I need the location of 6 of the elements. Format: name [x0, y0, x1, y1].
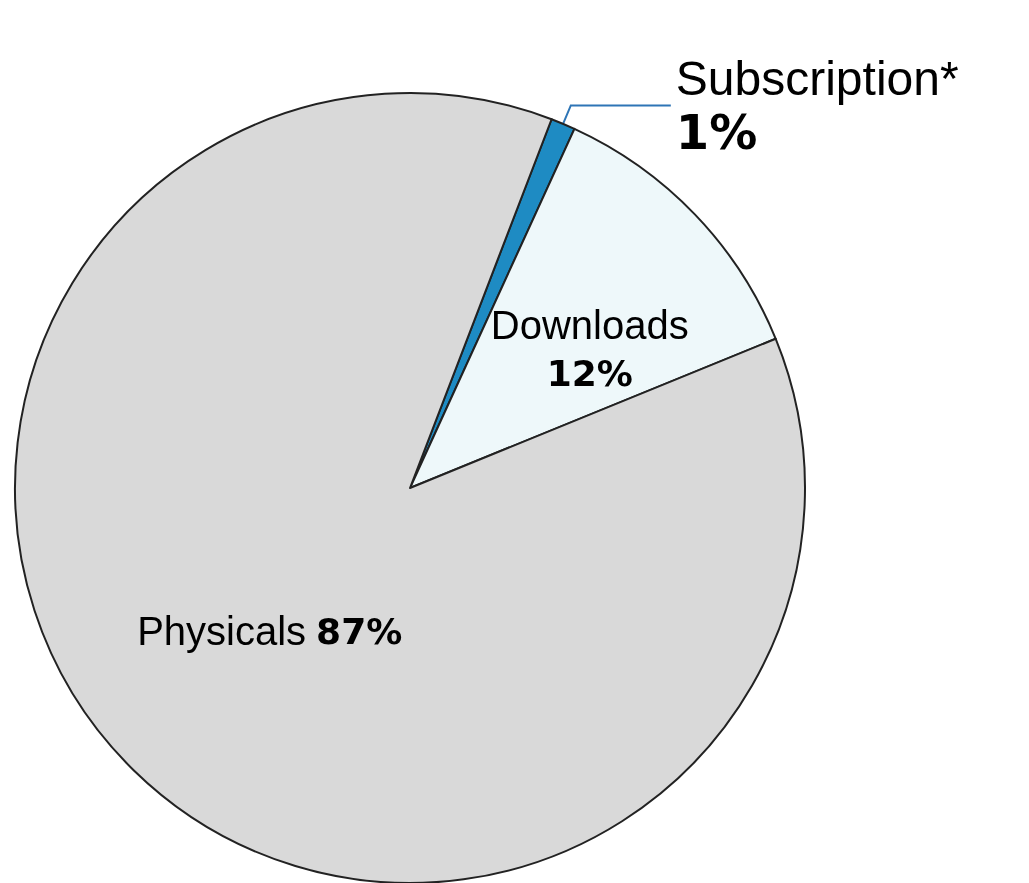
slice-label: Downloads: [490, 303, 689, 348]
data-label: 87%: [316, 610, 403, 652]
slice-label: Physicals: [137, 609, 307, 654]
data-label: 12%: [546, 352, 633, 394]
slice-label: Subscription*: [675, 51, 959, 105]
data-label: 1%: [675, 104, 758, 161]
